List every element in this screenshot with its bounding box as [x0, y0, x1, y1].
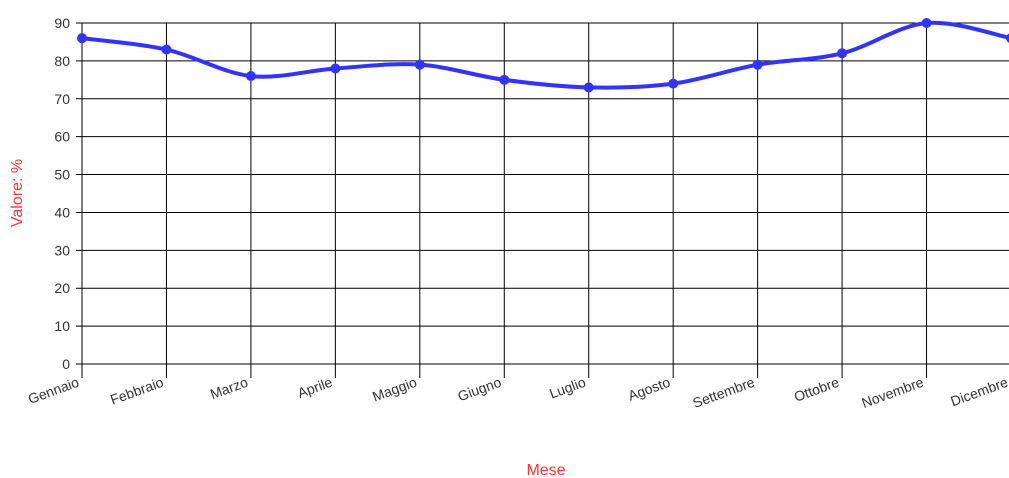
y-tick-label: 0 [62, 356, 70, 372]
x-tick-label: Marzo [208, 374, 250, 402]
x-tick-label: Novembre [859, 374, 925, 411]
data-point [921, 18, 932, 28]
y-tick-label: 10 [54, 318, 70, 334]
x-tick-label: Giugno [455, 374, 503, 405]
y-tick-label: 50 [54, 167, 70, 183]
x-tick-label: Dicembre [948, 374, 1009, 410]
x-axis-ticks: Gennaio Febbraio Marzo Aprile Maggio Giugno Lu… [26, 374, 1009, 411]
x-tick-label: Ottobre [792, 374, 842, 405]
data-point [499, 74, 510, 85]
chart-grid [76, 22, 1009, 378]
chart-series [77, 18, 1009, 93]
y-tick-label: 40 [54, 204, 70, 220]
y-axis-ticks: 0 10 20 30 40 50 60 70 80 90 [54, 15, 70, 372]
data-point [752, 59, 763, 70]
data-point [245, 71, 256, 82]
data-point [330, 63, 341, 74]
y-tick-label: 60 [54, 129, 70, 145]
x-tick-label: Settembre [690, 374, 756, 411]
series-line [80, 20, 1009, 90]
x-tick-label: Maggio [370, 374, 419, 405]
data-point [583, 82, 594, 93]
y-tick-label: 80 [54, 53, 70, 69]
data-point [837, 48, 848, 59]
y-tick-label: 90 [54, 15, 70, 31]
x-tick-label: Aprile [295, 374, 334, 401]
data-point [161, 44, 172, 55]
x-axis-title: Mese [526, 462, 565, 478]
x-tick-label: Gennaio [26, 374, 81, 407]
x-tick-label: Febbraio [108, 374, 166, 408]
x-tick-label: Agosto [626, 374, 673, 404]
data-point [414, 59, 425, 70]
y-tick-label: 20 [54, 280, 70, 296]
data-point [1006, 33, 1009, 43]
y-axis-title: Valore: % [9, 159, 26, 227]
x-tick-label: Luglio [547, 374, 588, 402]
data-point [77, 33, 87, 44]
data-point [668, 78, 679, 89]
y-tick-label: 30 [54, 242, 70, 258]
y-tick-label: 70 [54, 91, 70, 107]
